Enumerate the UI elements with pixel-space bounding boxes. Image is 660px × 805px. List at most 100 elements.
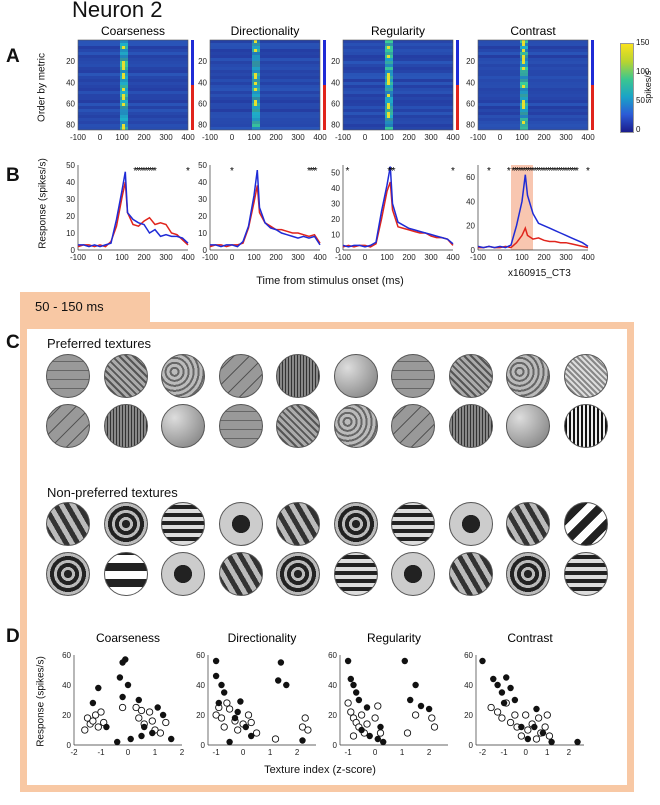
heatmap-peak	[122, 88, 125, 91]
heatmap-band	[120, 85, 128, 88]
panel-d-ytick: 40	[62, 681, 71, 690]
heatmap-row	[78, 58, 188, 61]
panel-d-ytick: 0	[67, 741, 72, 750]
heatmap-frame	[477, 39, 589, 131]
heatmap-row	[478, 115, 588, 118]
scatter-point-open	[145, 708, 154, 716]
heatmap-band	[520, 64, 528, 67]
panel-b-xtick: 0	[363, 253, 368, 262]
scatter-point-filled	[353, 689, 360, 696]
panel-a-ytick: 80	[331, 121, 340, 130]
panel-d-ytick: 20	[464, 711, 473, 720]
heatmap-row	[78, 109, 188, 112]
panel-a-ytick: 60	[198, 100, 207, 109]
panel-a-xtick: 0	[98, 133, 103, 142]
significance-star: *	[389, 166, 393, 177]
heatmap-band	[520, 118, 528, 121]
heatmap-peak	[122, 103, 125, 106]
heatmap-peak	[122, 94, 125, 97]
heatmap-row	[478, 76, 588, 79]
heatmap-band	[385, 118, 393, 121]
heatmap-row	[78, 49, 188, 52]
significance-star: *	[151, 166, 155, 177]
scatter-point-filled	[234, 708, 241, 716]
scatter-point-open	[301, 714, 309, 722]
panel-c-label: C	[6, 332, 20, 353]
colorbar-tick-100: 100	[636, 67, 650, 76]
texture-preferred-2	[103, 354, 148, 398]
texture-nonpreferred-3	[161, 552, 205, 596]
heatmap-row	[78, 88, 188, 91]
heatmap-row	[343, 43, 453, 46]
heatmap-row	[478, 127, 588, 130]
heatmap-row	[343, 121, 453, 124]
scatter-point-open	[349, 732, 358, 740]
heatmap-row	[210, 118, 320, 121]
panel-d-ytick: 0	[469, 741, 474, 750]
significance-star: *	[575, 166, 579, 177]
heatmap-row	[343, 106, 453, 109]
panel-b-ytick: 50	[66, 161, 75, 170]
heatmap-band	[385, 127, 393, 130]
panel-d-ytick: 20	[328, 711, 337, 720]
heatmap-row	[210, 40, 320, 43]
heatmap-row	[343, 97, 453, 100]
scatter-point-filled	[159, 711, 167, 719]
heatmap-row	[78, 115, 188, 118]
significance-star: *	[551, 166, 555, 177]
panel-a-xtick: 100	[380, 133, 394, 142]
scatter-point-filled	[237, 698, 244, 705]
scatter-point-filled	[218, 681, 225, 689]
scatter-point-filled	[89, 699, 97, 707]
heatmap-row	[78, 97, 188, 100]
scatter-point-open	[524, 726, 532, 734]
significance-star: *	[546, 166, 550, 177]
heatmap-peak	[122, 76, 125, 79]
scatter-point-filled	[377, 723, 384, 731]
significance-star: *	[573, 166, 577, 177]
scatter-point-filled	[275, 677, 282, 684]
heatmap-band	[120, 52, 128, 55]
texture-preferred-10	[563, 354, 608, 398]
texture-nonpreferred-7	[391, 502, 435, 546]
scatter-point-open	[244, 711, 253, 719]
scatter-point-open	[83, 714, 92, 722]
scatter-point-open	[97, 708, 105, 716]
significance-star: *	[549, 166, 553, 177]
texture-nonpreferred-5	[276, 552, 320, 596]
scatter-point-open	[541, 723, 549, 731]
heatmap-peak	[122, 61, 125, 64]
significance-star: *	[535, 166, 539, 177]
heatmap-row	[78, 127, 188, 130]
heatmap-band	[252, 79, 260, 82]
heatmap-band	[252, 127, 260, 130]
scatter-point-open	[252, 729, 261, 737]
heatmap-row	[210, 112, 320, 115]
scatter-point-open	[428, 714, 436, 722]
significance-star: *	[566, 166, 570, 177]
scatter-point-open	[430, 723, 439, 731]
scatter-point-filled	[503, 674, 510, 681]
heatmap-peak	[122, 46, 125, 49]
heatmap-band	[252, 106, 260, 109]
heatmap-band	[252, 118, 260, 121]
scatter-point-open	[371, 714, 379, 722]
heatmap-row	[343, 115, 453, 118]
heatmap-band	[520, 91, 528, 94]
panel-a-xtick: 400	[313, 133, 327, 142]
significance-star: *	[307, 166, 311, 177]
heatmap-band	[520, 52, 528, 55]
panel-a-heatmaps: Coarseness-100 0 100 200 300 40020406080Direc…	[66, 24, 595, 142]
panel-b-xtick: 200	[137, 253, 151, 262]
heatmap-band	[385, 70, 393, 73]
heatmap-row	[343, 73, 453, 76]
colorbar-tick-150: 150	[636, 38, 650, 47]
panel-b-ytick: 40	[331, 184, 340, 193]
panel-b-xtick: 300	[291, 253, 305, 262]
order-bar-blue	[591, 40, 594, 85]
panel-b-ytick: 0	[336, 246, 341, 255]
panel-b-ytick: 0	[203, 246, 208, 255]
panel-b-ytick: 0	[471, 246, 476, 255]
heatmap-peak	[387, 82, 390, 85]
